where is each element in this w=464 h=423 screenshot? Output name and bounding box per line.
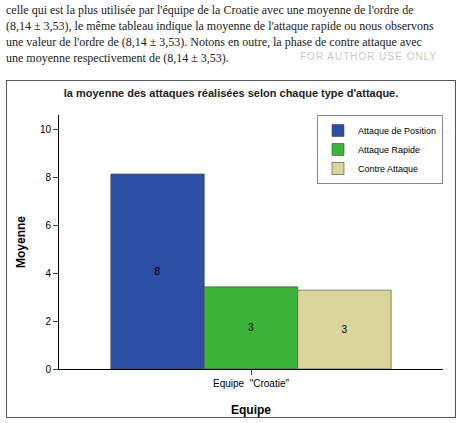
svg-text:Equipe "Croatie": Equipe "Croatie" (213, 378, 289, 389)
svg-text:4: 4 (45, 268, 51, 279)
svg-text:0: 0 (45, 364, 51, 375)
svg-text:3: 3 (248, 322, 254, 333)
svg-text:2: 2 (45, 316, 51, 327)
html-text:une valeur de l'ordre de (8,14: une valeur de l'ordre de (8,14 ± 3,53). … (6, 35, 422, 49)
svg-text:Attaque Rapide: Attaque Rapide (358, 145, 420, 155)
svg-text:8: 8 (155, 266, 161, 277)
html-text:une moyenne respectivement de: une moyenne respectivement de (8,14 ± 3,… (6, 51, 229, 65)
svg-text:8: 8 (45, 172, 51, 183)
html-text:celle qui est la plus utilisée: celle qui est la plus utilisée par l'équ… (6, 3, 414, 17)
svg-text:3: 3 (341, 324, 347, 335)
svg-text:10: 10 (40, 124, 52, 135)
svg-text:Equipe: Equipe (231, 403, 271, 417)
svg-text:Moyenne: Moyenne (14, 216, 28, 268)
svg-text:Attaque de Position: Attaque de Position (358, 126, 436, 136)
svg-text:6: 6 (45, 220, 51, 231)
html-text:FOR AUTHOR USE ONLY: FOR AUTHOR USE ONLY (300, 51, 438, 62)
svg-text:la moyenne des attaques réalis: la moyenne des attaques réalisées selon … (64, 87, 399, 99)
html-text:(8,14 ± 3,53), le même tableau: (8,14 ± 3,53), le même tableau indique l… (6, 19, 434, 33)
svg-text:Contre Attaque: Contre Attaque (358, 164, 418, 174)
